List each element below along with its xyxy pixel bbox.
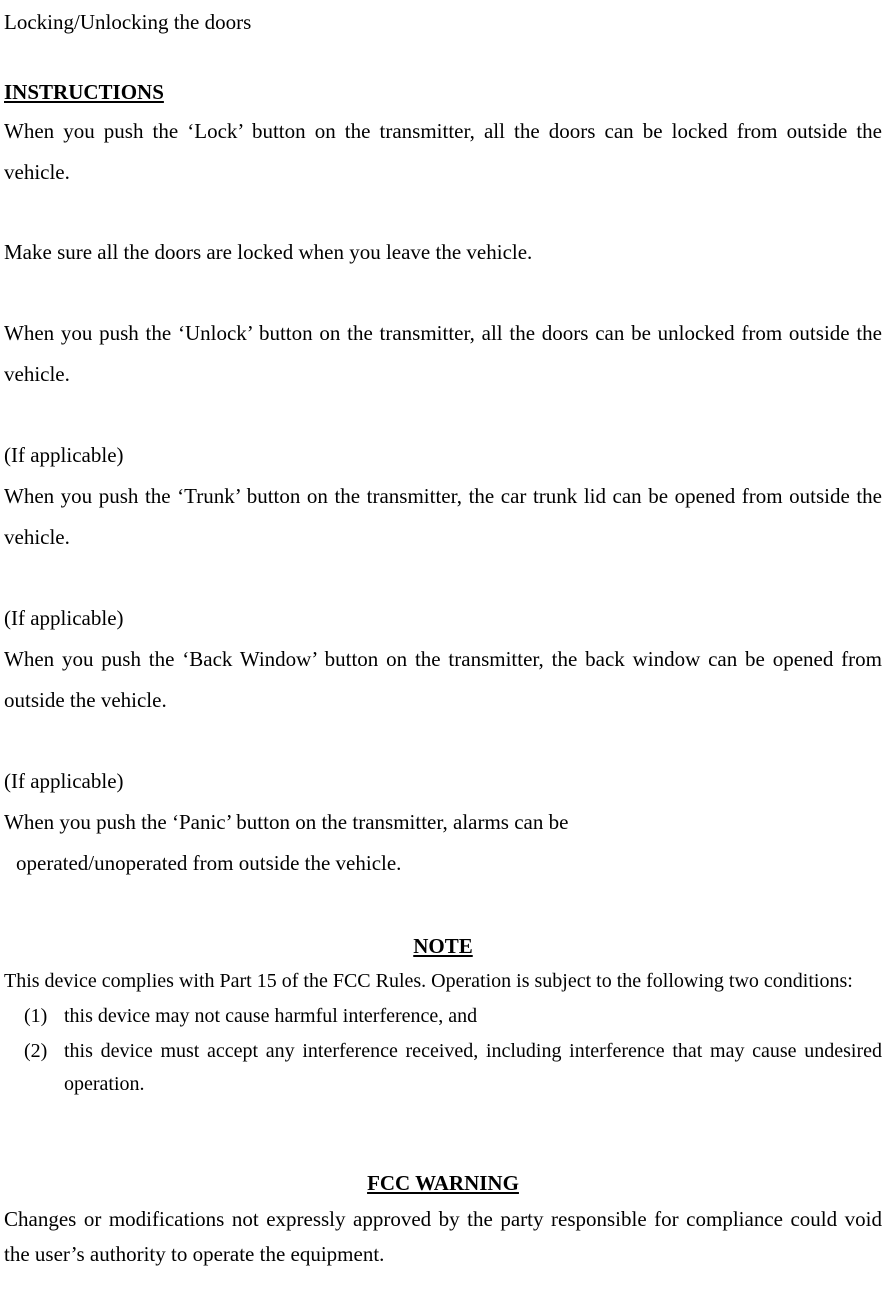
document-page: Locking/Unlocking the doors INSTRUCTIONS… (0, 0, 886, 1295)
warning-section: FCC WARNING Changes or modifications not… (4, 1171, 882, 1273)
warning-paragraph: Changes or modifications not expressly a… (4, 1202, 882, 1273)
if-applicable-label: (If applicable) (4, 598, 882, 639)
paragraph-lock: When you push the ‘Lock’ button on the t… (4, 111, 882, 193)
note-item-number: (1) (24, 1000, 64, 1033)
paragraph-trunk: When you push the ‘Trunk’ button on the … (4, 476, 882, 558)
paragraph-backwindow: When you push the ‘Back Window’ button o… (4, 639, 882, 721)
note-intro: This device complies with Part 15 of the… (4, 965, 882, 998)
if-applicable-label: (If applicable) (4, 761, 882, 802)
note-item-text: this device must accept any interference… (64, 1035, 882, 1101)
instructions-heading: INSTRUCTIONS (4, 80, 882, 105)
paragraph-makesure: Make sure all the doors are locked when … (4, 232, 882, 273)
if-applicable-label: (If applicable) (4, 435, 882, 476)
note-list-item: (1) this device may not cause harmful in… (24, 1000, 882, 1033)
note-heading: NOTE (4, 934, 882, 959)
note-list: (1) this device may not cause harmful in… (4, 1000, 882, 1101)
paragraph-panic-line2: operated/unoperated from outside the veh… (4, 843, 882, 884)
note-item-text: this device may not cause harmful interf… (64, 1000, 882, 1033)
paragraph-unlock: When you push the ‘Unlock’ button on the… (4, 313, 882, 395)
note-list-item: (2) this device must accept any interfer… (24, 1035, 882, 1101)
note-section: NOTE This device complies with Part 15 o… (4, 934, 882, 1101)
warning-heading: FCC WARNING (4, 1171, 882, 1196)
page-title: Locking/Unlocking the doors (4, 6, 882, 40)
note-item-number: (2) (24, 1035, 64, 1101)
paragraph-panic-line1: When you push the ‘Panic’ button on the … (4, 802, 882, 843)
